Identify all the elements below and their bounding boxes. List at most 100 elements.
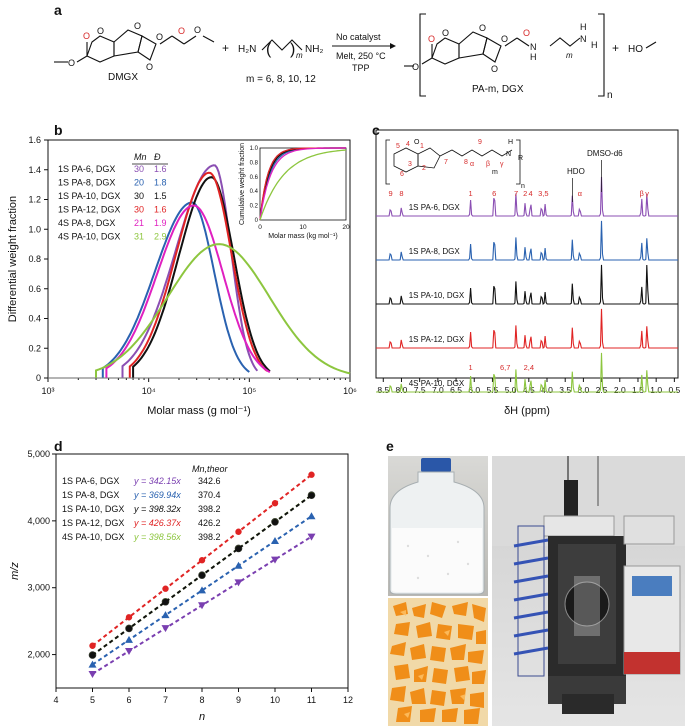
- data-point: [125, 648, 133, 656]
- x-tick-label: 11: [307, 695, 316, 705]
- data-point: [162, 585, 169, 592]
- x-tick-label: 4: [53, 695, 58, 705]
- x-tick-label: 7.5: [414, 385, 426, 395]
- x-tick-label: 8: [199, 695, 204, 705]
- photo-panel: [388, 456, 685, 726]
- svg-text:O: O: [97, 26, 104, 36]
- inset-x-axis-label: Molar mass (kg mol⁻¹): [268, 233, 337, 240]
- product-n-1: N: [530, 42, 537, 52]
- x-tick-label: 6.0: [468, 385, 480, 395]
- legend-mn-value: 20: [134, 178, 144, 188]
- hdo-label: HDO: [567, 167, 585, 176]
- svg-text:O: O: [442, 28, 449, 38]
- peak-label: γ: [645, 189, 649, 198]
- legend-mtheor-value: 398.2: [198, 532, 221, 542]
- y-tick-label: 0.4: [28, 314, 41, 324]
- structure-label: m: [492, 169, 498, 176]
- legend-series-name: 1S PA-6, DGX: [62, 476, 119, 486]
- legend-header-d: Đ: [154, 152, 161, 162]
- x-tick-label: 8.5: [377, 385, 389, 395]
- gpc-series-line: [128, 171, 268, 378]
- product-label: PA-m, DGX: [472, 84, 524, 95]
- diamine-structure: H₂N ( ) m NH₂: [238, 39, 323, 60]
- peak-label: 3,5: [538, 189, 548, 198]
- structure-label: 7: [444, 159, 448, 166]
- data-point: [88, 670, 97, 678]
- data-point: [88, 660, 97, 668]
- peak-label: 1: [469, 189, 473, 198]
- inset-series-line: [259, 147, 346, 221]
- x-axis-label: δH (ppm): [504, 405, 550, 417]
- legend-fit-equation: y = 342.15x: [133, 476, 181, 486]
- data-point: [198, 572, 206, 579]
- data-point: [234, 561, 243, 569]
- inset-x-tick-label: 10: [299, 224, 307, 231]
- svg-text:O: O: [68, 58, 75, 68]
- product-n-subscript: n: [607, 90, 613, 101]
- legend-d-value: 1.6: [154, 164, 167, 174]
- legend-fit-equation: y = 426.37x: [133, 518, 181, 528]
- data-point: [125, 614, 133, 621]
- inset-y-tick-label: 0.4: [250, 189, 259, 195]
- structure-label: N: [506, 151, 511, 158]
- repeat-unit-structure: 5 4 1 3 2 6 7 8 9 α β γm n HNR O: [385, 139, 525, 190]
- bottle-of-white-pellets-photo: [388, 456, 488, 596]
- sub-peak-label: 2,4: [524, 363, 534, 372]
- legend-d-value: 1.5: [154, 191, 167, 201]
- peak-label: 7: [514, 189, 518, 198]
- structure-label: 1: [420, 143, 424, 150]
- x-tick-label: 7.0: [432, 385, 444, 395]
- gpc-series-line: [95, 243, 351, 378]
- panel-label-a: a: [54, 2, 62, 18]
- dmgx-structure: O O O O O O O O: [54, 21, 215, 72]
- legend-mn-value: 30: [134, 191, 144, 201]
- data-point: [162, 598, 169, 606]
- legend-series-name: 1S PA-8, DGX: [62, 490, 119, 500]
- reactor-setup-photo: [492, 456, 685, 726]
- legend-series-name: 1S PA-12, DGX: [62, 518, 124, 528]
- diamine-bracket-left: (: [266, 41, 272, 58]
- gpc-series-line: [105, 204, 271, 378]
- peak-label: β: [639, 189, 644, 198]
- structure-label: γ: [500, 161, 504, 168]
- legend-mtheor-value: 342.6: [198, 476, 221, 486]
- sub-peak-label: 6,7: [500, 363, 510, 372]
- structure-label: O: [414, 139, 420, 146]
- legend-d-value: 2.9: [154, 232, 167, 242]
- y-tick-label: 0: [36, 373, 41, 383]
- gpc-series-line: [101, 201, 250, 378]
- legend-mn-value: 30: [134, 205, 144, 215]
- orange-flakes-photo: [388, 598, 488, 726]
- legend-series-name: 1S PA-10, DGX: [62, 504, 124, 514]
- product-n-2: N: [580, 34, 587, 44]
- data-point: [161, 611, 170, 619]
- legend-series-name: 1S PA-8, DGX: [58, 178, 115, 188]
- svg-text:O: O: [412, 62, 419, 72]
- svg-text:O: O: [501, 34, 508, 44]
- legend-d-value: 1.9: [154, 218, 167, 228]
- diamine-m: m: [296, 51, 303, 60]
- structure-brackets: [385, 139, 521, 185]
- product-h-2: H: [580, 22, 587, 32]
- x-tick-label: 3.0: [577, 385, 589, 395]
- legend-d-value: 1.8: [154, 178, 167, 188]
- data-point: [307, 512, 316, 520]
- data-point: [198, 557, 206, 564]
- nmr-spectrum-line: [376, 352, 678, 394]
- legend-fit-equation: y = 398.32x: [133, 504, 181, 514]
- x-tick-label: 1.0: [650, 385, 662, 395]
- legend-series-name: 1S PA-6, DGX: [58, 164, 115, 174]
- diamine-bracket-right: ): [290, 41, 295, 58]
- inset-x-tick-label: 20: [342, 224, 350, 231]
- x-tick-label: 5: [90, 695, 95, 705]
- data-point: [308, 471, 315, 478]
- x-tick-label: 10⁵: [242, 386, 256, 396]
- y-tick-label: 1.2: [28, 195, 41, 205]
- x-tick-label: 4.0: [541, 385, 553, 395]
- y-tick-label: 2,000: [27, 650, 50, 660]
- arrow-label-bottom-2: TPP: [352, 63, 370, 73]
- svg-text:O: O: [83, 31, 90, 41]
- dmso-label: DMSO-d6: [587, 149, 623, 158]
- structure-label: n: [521, 183, 525, 190]
- legend-mtheor-value: 370.4: [198, 490, 221, 500]
